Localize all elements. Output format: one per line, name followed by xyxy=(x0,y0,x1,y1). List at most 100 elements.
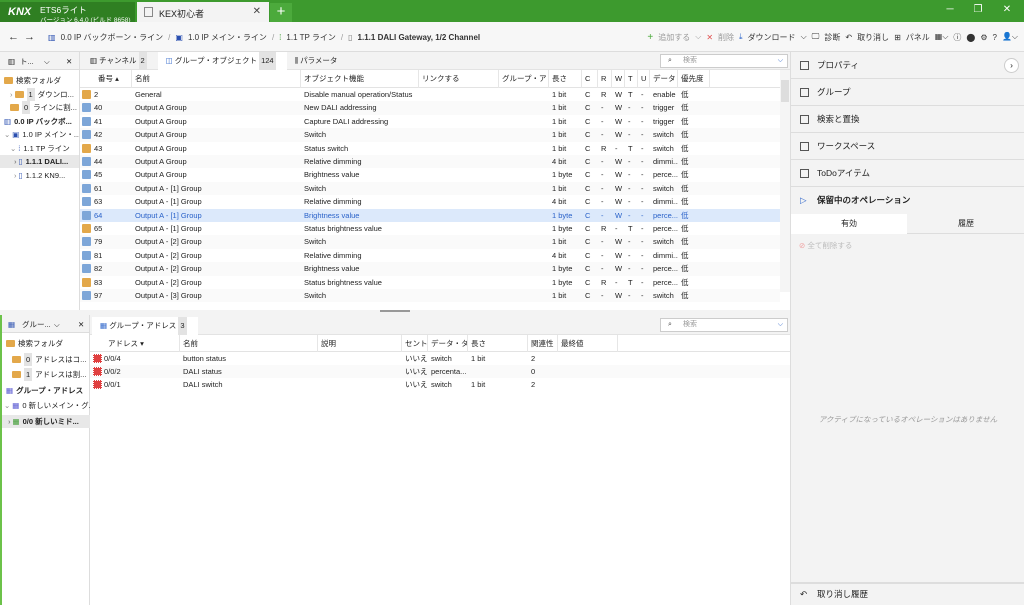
splitter[interactable] xyxy=(80,310,790,315)
panel-selector[interactable]: グルー... xyxy=(22,320,51,329)
column-header[interactable]: 説明 xyxy=(318,335,402,352)
table-row[interactable]: 83 Output A - [2] Group Status brightness … xyxy=(80,276,780,289)
column-header[interactable]: 最終値 xyxy=(558,335,618,352)
table-row[interactable]: 81 Output A - [2] Group Relative dimming 4 … xyxy=(80,249,780,262)
minimize-button[interactable]: ─ xyxy=(946,4,954,15)
close-tab-icon[interactable]: ✕ xyxy=(252,6,261,17)
expand-chevron-icon[interactable]: › xyxy=(1004,58,1019,73)
tree-item[interactable]: ⌄ ⁞ 1.1 TP ライン xyxy=(0,142,79,155)
column-header[interactable]: オブジェクト機能 xyxy=(301,70,419,88)
chevron-icon[interactable]: › xyxy=(8,416,11,426)
download-button[interactable]: ダウンロード xyxy=(747,32,796,42)
tree-item[interactable]: ▦ グループ・アドレス xyxy=(2,384,90,397)
chevron-icon[interactable]: › xyxy=(14,170,17,180)
panel-selector[interactable]: ト... xyxy=(20,57,34,66)
tree-item[interactable]: 検索フォルダ xyxy=(0,74,79,87)
table-row[interactable]: 61 Output A - [1] Group Switch 1 bit C - W - - sw… xyxy=(80,181,780,196)
close-panel-icon[interactable]: ✕ xyxy=(66,57,73,66)
table-row[interactable]: 97 Output A - [3] Group Switch 1 bit C - W - - sw… xyxy=(80,289,780,303)
chevron-icon[interactable]: ⌄ xyxy=(4,130,11,139)
right-section[interactable]: ToDoアイテム xyxy=(791,160,1024,187)
right-section[interactable]: プロパティ › xyxy=(791,52,1024,79)
column-header[interactable]: 番号 ▴ xyxy=(92,70,132,88)
delete-all-button[interactable]: ⊘ 全て削除する xyxy=(799,240,852,251)
chevron-down-icon[interactable]: ⌵ xyxy=(54,320,60,329)
add-tab-button[interactable]: + xyxy=(270,3,292,22)
diagnose-button[interactable]: 診断 xyxy=(824,32,841,42)
column-header[interactable]: グループ・アドレス xyxy=(499,70,549,88)
chevron-icon[interactable]: › xyxy=(10,89,13,99)
table-row[interactable]: 79 Output A - [2] Group Switch 1 bit C - W - - sw… xyxy=(80,235,780,249)
column-header[interactable]: セントラル xyxy=(402,335,428,352)
breadcrumb-0[interactable]: 0.0 IP バックボーン・ライン xyxy=(60,32,164,42)
table-row[interactable]: 65 Output A - [1] Group Status brightness … xyxy=(80,222,780,235)
error-icon[interactable]: ⬤ xyxy=(966,32,976,42)
table-row[interactable]: 0/0/1 DALI switch いいえ switch 1 bit 2 xyxy=(90,378,790,391)
user-icon[interactable]: 👤⌵ xyxy=(1001,32,1018,41)
undo-history-button[interactable]: ↶ 取り消し履歴 xyxy=(791,582,1024,605)
column-header[interactable]: 関連性 xyxy=(528,335,558,352)
restore-button[interactable]: ❐ xyxy=(973,4,983,15)
tree-item[interactable]: 0 ラインに割... xyxy=(0,101,79,114)
chevron-down-icon[interactable]: ⌵ xyxy=(695,32,702,41)
chevron-down-icon[interactable]: ⌵ xyxy=(777,321,783,328)
tree-item[interactable]: › ▯ 1.1.1 DALI... xyxy=(0,155,79,168)
panel-button[interactable]: パネル xyxy=(905,32,930,42)
right-section[interactable]: ワークスペース xyxy=(791,133,1024,160)
keyboard-icon[interactable]: ▦⌵ xyxy=(934,32,949,41)
tab-active-ops[interactable]: 有効 xyxy=(791,214,907,234)
chevron-icon[interactable]: ⌄ xyxy=(4,401,11,410)
column-header[interactable]: データ・タイプ xyxy=(428,335,468,352)
chevron-icon[interactable]: ⌄ xyxy=(10,143,17,153)
back-icon[interactable]: ← xyxy=(8,31,19,43)
gear-icon[interactable]: ⚙ xyxy=(980,32,988,42)
search-input[interactable]: ⌕ 検索 ⌵ xyxy=(660,318,788,332)
column-header[interactable]: T xyxy=(625,70,638,88)
delete-button[interactable]: 削除 xyxy=(718,32,735,42)
project-tab[interactable]: KEX初心者 ✕ xyxy=(137,2,269,22)
table-row[interactable]: 0/0/4 button status いいえ switch 1 bit 2 xyxy=(90,352,790,365)
add-button[interactable]: 追加する xyxy=(658,32,691,42)
column-header[interactable]: C xyxy=(582,70,598,88)
tree-item[interactable]: 1 アドレスは割... xyxy=(2,368,90,381)
column-header[interactable]: R xyxy=(598,70,612,88)
column-header[interactable]: アドレス ▾ xyxy=(102,335,180,352)
tree-item[interactable]: ⌄ ▣ 1.0 IP メイン・... xyxy=(0,128,79,141)
help-icon[interactable]: ? xyxy=(992,32,997,42)
forward-icon[interactable]: → xyxy=(24,31,35,43)
right-section[interactable]: グループ xyxy=(791,79,1024,106)
table-row[interactable]: 40 Output A Group New DALI addressing 1 bit… xyxy=(80,101,780,115)
tree-item[interactable]: › 1 ダウンロ... xyxy=(0,87,79,101)
chevron-icon[interactable]: › xyxy=(14,157,17,166)
column-header[interactable]: データ・タイプ xyxy=(650,70,678,88)
breadcrumb-1[interactable]: 1.0 IP メイン・ライン xyxy=(187,32,267,42)
table-row[interactable]: 43 Output A Group Status switch 1 bit C R - T - s… xyxy=(80,142,780,155)
table-row[interactable]: 2 General Disable manual operation/Status 1… xyxy=(80,88,780,101)
chevron-down-icon[interactable]: ⌵ xyxy=(777,57,783,64)
undo-button[interactable]: 取り消し xyxy=(857,32,890,42)
info-icon[interactable]: ⓘ xyxy=(953,32,962,42)
close-panel-icon[interactable]: ✕ xyxy=(78,320,85,329)
chevron-down-icon[interactable]: ⌵ xyxy=(44,57,50,66)
table-row[interactable]: 82 Output A - [2] Group Brightness value 1 … xyxy=(80,262,780,276)
tree-item[interactable]: 検索フォルダ xyxy=(2,337,90,350)
scrollbar[interactable] xyxy=(780,70,790,292)
tree-item[interactable]: 0 アドレスはコ... xyxy=(2,352,90,366)
column-header[interactable]: 名前 xyxy=(180,335,318,352)
tree-item[interactable]: ⌄ ▦ 0 新しいメイン・グ... xyxy=(2,399,90,412)
table-row[interactable]: 63 Output A - [1] Group Relative dimming 4 … xyxy=(80,195,780,208)
column-header[interactable]: 長さ xyxy=(468,335,528,352)
right-section[interactable]: 検索と置換 xyxy=(791,106,1024,133)
table-row[interactable]: 41 Output A Group Capture DALI addressing 1… xyxy=(80,115,780,128)
table-row[interactable]: 64 Output A - [1] Group Brightness value 1 … xyxy=(80,208,780,222)
column-header[interactable]: 優先度 xyxy=(678,70,710,88)
column-header[interactable]: U xyxy=(638,70,650,88)
chevron-down-icon[interactable]: ⌵ xyxy=(800,32,807,41)
table-row[interactable]: 42 Output A Group Switch 1 bit C - W - - switch 低 xyxy=(80,128,780,142)
column-header[interactable]: W xyxy=(612,70,625,88)
column-header[interactable]: 長さ xyxy=(549,70,582,88)
tab-channels[interactable]: ▥ チャンネル 2 xyxy=(82,52,158,70)
breadcrumb-3[interactable]: 1.1.1 DALI Gateway, 1/2 Channel xyxy=(357,32,481,42)
app-tab[interactable]: KNX ETS6ライト バージョン 6.4.0 (ビルド 8658) xyxy=(0,2,135,22)
breadcrumb-2[interactable]: 1.1 TP ライン xyxy=(286,32,336,42)
